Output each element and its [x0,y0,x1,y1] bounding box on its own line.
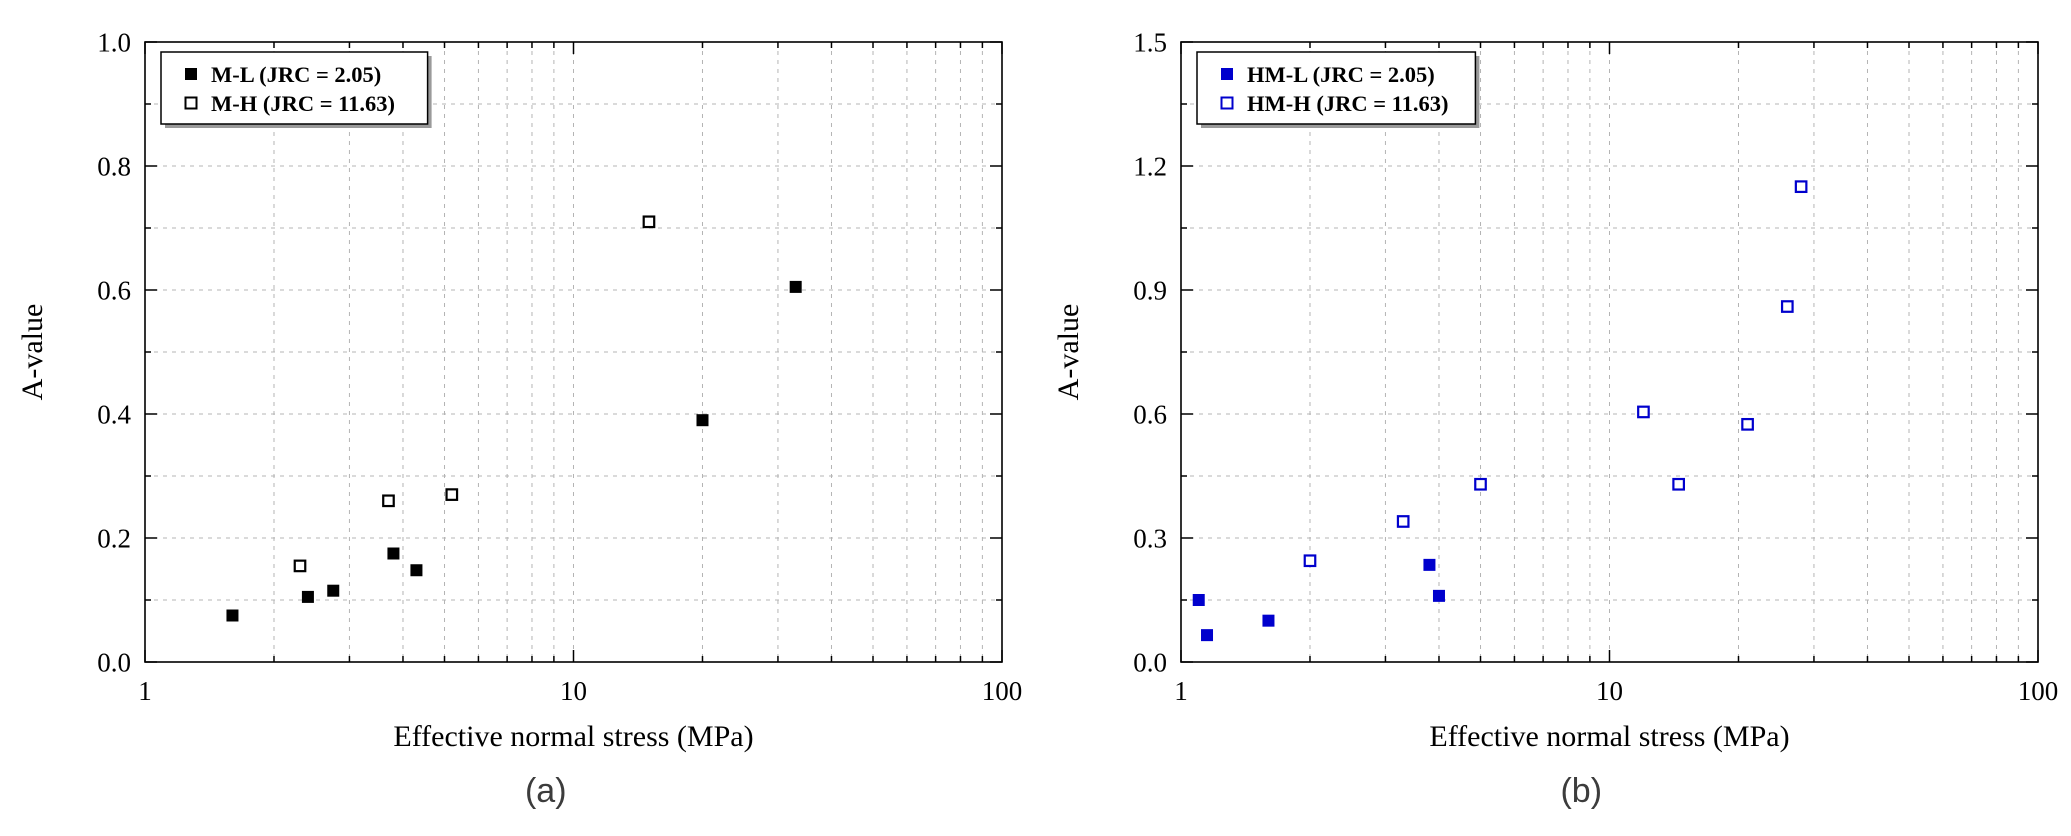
x-tick-label: 10 [560,676,587,706]
y-tick-label: 0.0 [97,647,131,677]
data-point [301,590,314,603]
data-point [642,215,656,229]
x-tick-label: 1 [1174,676,1188,706]
legend-entry-label: M-H (JRC = 11.63) [211,91,395,116]
data-point [1740,417,1754,431]
legend-marker-filled-square [185,68,197,80]
x-axis-title: Effective normal stress (MPa) [1429,720,1789,753]
data-point [1432,589,1445,602]
data-point [327,584,340,597]
data-point [789,280,802,293]
data-point [1671,477,1685,491]
legend-entry-label: HM-L (JRC = 2.05) [1247,62,1435,87]
y-tick-label: 0.6 [97,275,131,305]
y-tick-label: 0.8 [97,151,131,181]
data-point [1473,477,1487,491]
y-tick-label: 0.9 [1133,275,1167,305]
y-tick-label: 0.3 [1133,523,1167,553]
data-point [293,559,307,573]
y-tick-label: 1.2 [1133,151,1167,181]
data-point [1396,515,1410,528]
data-point [696,414,709,427]
data-point [382,494,395,508]
x-tick-label: 100 [2017,676,2058,706]
ticks [1179,41,2039,663]
y-tick-label: 0.6 [1133,399,1167,429]
legend-box [1195,51,1476,125]
legend-marker-open-square [184,96,198,110]
y-axis-title: A-value [16,304,49,401]
chart-b: 1 10 100 0.0 0.3 0.6 0.9 1.2 1.5 Effective normal… [1052,27,2058,753]
data-point [226,609,239,622]
data-point [1200,629,1213,642]
gridlines [1180,42,2038,662]
series-filled [1192,558,1445,642]
ticks [144,41,1003,663]
y-tick-label: 0.2 [97,523,131,553]
chart-b-figure: 1 10 100 0.0 0.3 0.6 0.9 1.2 1.5 Effective normal… [1036,6,2071,836]
data-point [1422,558,1435,571]
x-tick-label: 10 [1596,676,1623,706]
data-point [1261,614,1274,627]
x-tick-label: 100 [982,676,1023,706]
y-tick-label: 0.4 [97,399,131,429]
data-point [1192,594,1205,606]
y-tick-label: 1.5 [1133,27,1167,57]
y-axis-title: A-value [1052,304,1085,401]
data-point [387,547,400,560]
legend-box [160,51,429,125]
gridlines [145,42,1002,662]
data-point [445,488,459,501]
series-open [293,215,656,573]
legend-entry-label: M-L (JRC = 2.05) [211,62,381,87]
legend-marker-filled-square [1220,68,1233,80]
data-point [1794,180,1807,194]
y-tick-label: 1.0 [97,27,131,57]
x-tick-label: 1 [138,676,152,706]
legend-entry-label: HM-H (JRC = 11.63) [1247,91,1449,116]
x-axis-title: Effective normal stress (MPa) [393,720,753,753]
y-tick-label: 0.0 [1133,647,1167,677]
chart-b-caption: (b) [1560,772,1603,810]
series-open [1303,180,1807,568]
chart-a-figure: 1 10 100 0.0 0.2 0.4 0.6 0.8 1.0 Effective normal… [0,6,1036,836]
data-point [1303,554,1316,568]
chart-a: 1 10 100 0.0 0.2 0.4 0.6 0.8 1.0 Effective normal… [16,27,1023,753]
legend-marker-open-square [1220,96,1233,110]
data-point [1780,300,1794,313]
chart-a-caption: (a) [524,772,567,810]
legend: M-L (JRC = 2.05) M-H (JRC = 11.63) [160,51,432,128]
series-filled [226,280,802,622]
data-point [1636,405,1650,419]
legend: HM-L (JRC = 2.05) HM-H (JRC = 11.63) [1195,51,1479,128]
data-point [410,564,423,577]
